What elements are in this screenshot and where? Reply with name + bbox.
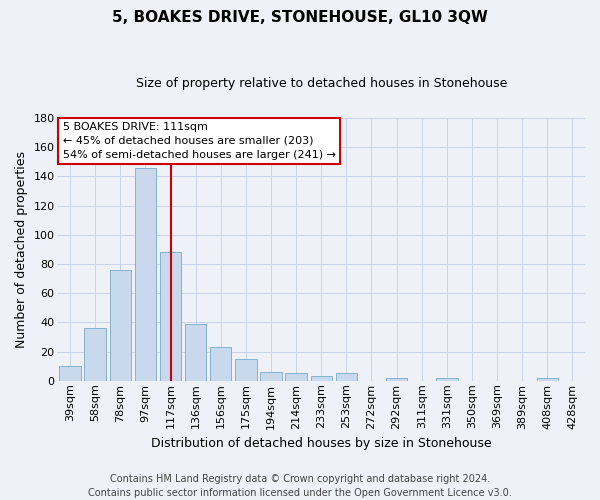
- Bar: [185, 324, 206, 381]
- Bar: [210, 347, 232, 381]
- Bar: [59, 366, 80, 381]
- Bar: [235, 359, 257, 381]
- Bar: [536, 378, 558, 381]
- Bar: [110, 270, 131, 381]
- Bar: [160, 252, 181, 381]
- Text: 5 BOAKES DRIVE: 111sqm
← 45% of detached houses are smaller (203)
54% of semi-de: 5 BOAKES DRIVE: 111sqm ← 45% of detached…: [63, 122, 336, 160]
- Text: Contains HM Land Registry data © Crown copyright and database right 2024.
Contai: Contains HM Land Registry data © Crown c…: [88, 474, 512, 498]
- Text: 5, BOAKES DRIVE, STONEHOUSE, GL10 3QW: 5, BOAKES DRIVE, STONEHOUSE, GL10 3QW: [112, 10, 488, 25]
- Bar: [260, 372, 281, 381]
- Bar: [135, 168, 156, 381]
- Bar: [286, 374, 307, 381]
- X-axis label: Distribution of detached houses by size in Stonehouse: Distribution of detached houses by size …: [151, 437, 491, 450]
- Bar: [311, 376, 332, 381]
- Y-axis label: Number of detached properties: Number of detached properties: [15, 151, 28, 348]
- Title: Size of property relative to detached houses in Stonehouse: Size of property relative to detached ho…: [136, 78, 507, 90]
- Bar: [386, 378, 407, 381]
- Bar: [436, 378, 458, 381]
- Bar: [85, 328, 106, 381]
- Bar: [335, 374, 357, 381]
